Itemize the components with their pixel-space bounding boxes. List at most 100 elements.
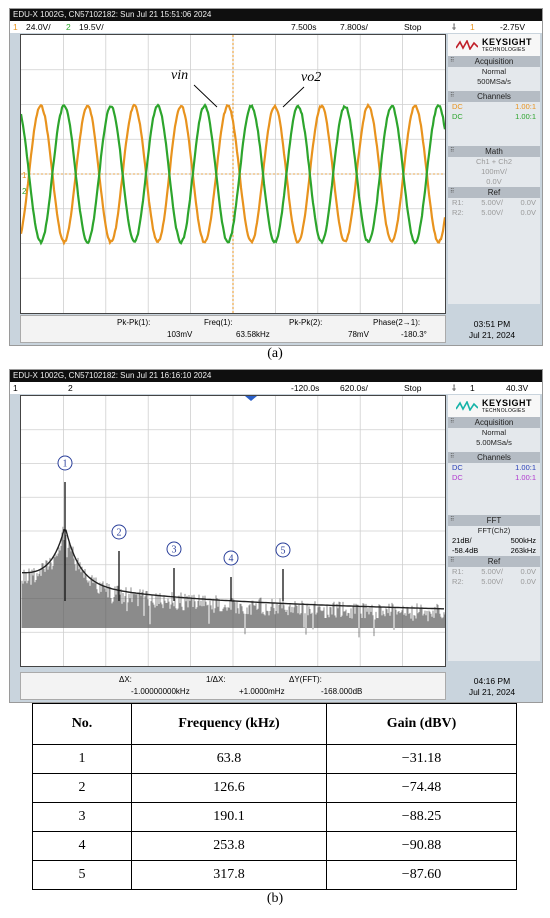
ch1-probe: 1.00:1 <box>515 463 536 472</box>
trigger-source: 1 <box>470 383 475 393</box>
harmonic-marker-circle <box>275 542 291 558</box>
harmonic-marker-label: 3 <box>172 545 177 556</box>
harmonic-marker-circle <box>57 455 73 471</box>
ref2-label: R2: <box>452 577 464 586</box>
meas3-value: -168.000dB <box>321 687 363 696</box>
channels-header[interactable]: Channels <box>448 452 540 463</box>
cell-no: 5 <box>32 860 132 890</box>
acq-rate: 500MSa/s <box>477 77 511 86</box>
acquisition-header[interactable]: Acquisition <box>448 56 540 67</box>
time-delay: -120.0s <box>291 383 320 393</box>
ref2-offset: 0.0V <box>520 208 536 217</box>
trigger-position-marker <box>245 396 257 401</box>
col-header-gain: Gain (dBV) <box>326 703 517 745</box>
caption-b-text: (b) <box>266 891 284 906</box>
channels-header[interactable]: Channels <box>448 91 540 102</box>
meas2-label: 1/ΔX: <box>206 675 226 684</box>
ref1-offset: 0.0V <box>520 567 536 576</box>
meas1-value: 103mV <box>167 330 193 339</box>
caption-b: (b) <box>0 891 550 907</box>
scope-title-bar: EDU-X 1002G, CN57102182: Sun Jul 21 15:5… <box>10 9 542 21</box>
ch1-coupling: DC <box>452 463 463 472</box>
meas2-value: 63.58kHz <box>236 330 270 339</box>
clock-time: 03:51 PM <box>473 319 511 329</box>
time-scale: 620.0s/ <box>340 383 368 393</box>
run-state: Stop <box>404 383 422 393</box>
fft-header[interactable]: FFT <box>448 515 540 526</box>
acquisition-header[interactable]: Acquisition <box>448 417 540 428</box>
col-header-frequency: Frequency (kHz) <box>131 703 327 745</box>
ref1-label: R1: <box>452 567 464 576</box>
meas1-label: ΔX: <box>119 675 132 684</box>
acq-rate: 5.00MSa/s <box>476 438 512 447</box>
acq-mode: Normal <box>481 67 507 76</box>
fft-plot: 1 2 3 4 5 <box>21 396 445 666</box>
scope-status-bar: 1 24.0V/ 2 19.5V/ 7.500s 7.800s/ Stop ⸸ … <box>10 21 542 33</box>
cell-no: 4 <box>32 831 132 861</box>
table-header-row: No. Frequency (kHz) Gain (dBV) <box>32 703 517 745</box>
clock-date: Jul 21, 2024 <box>468 687 516 697</box>
trigger-edge-icon: ⸸ <box>452 22 456 32</box>
acq-mode: Normal <box>481 428 507 437</box>
cell-gain: −88.25 <box>326 802 517 832</box>
cell-no: 1 <box>32 744 132 774</box>
ref-header[interactable]: Ref <box>448 187 540 198</box>
ch2-coupling: DC <box>452 473 463 482</box>
waveform-plot: vin vo2 1 2 <box>21 35 445 313</box>
oscilloscope-screenshot-b: EDU-X 1002G, CN57102182: Sun Jul 21 16:1… <box>9 369 543 703</box>
meas1-value: -1.00000000kHz <box>131 687 190 696</box>
cell-gain: −74.48 <box>326 773 517 803</box>
harmonic-marker-label: 5 <box>281 546 286 557</box>
measurement-bar: Pk-Pk(1): 103mV Freq(1): 63.58kHz Pk-Pk(… <box>20 315 446 343</box>
ch2-coupling: DC <box>452 112 463 121</box>
fft-span: 500kHz <box>510 536 536 545</box>
harmonic-marker-label: 2 <box>117 528 122 539</box>
time-scale: 7.800s/ <box>340 22 368 32</box>
meas3-value: 78mV <box>348 330 369 339</box>
math-function: Ch1 + Ch2 <box>475 157 513 166</box>
ch2-probe: 1.00:1 <box>515 112 536 121</box>
fft-scale: 21dB/ <box>452 536 472 545</box>
keysight-wave-icon <box>455 401 478 411</box>
ref1-label: R1: <box>452 198 464 207</box>
waveform-display: vin vo2 1 2 <box>20 34 446 314</box>
caption-a: (a) <box>0 346 550 362</box>
ref-header[interactable]: Ref <box>448 556 540 567</box>
trigger-level: 40.3V <box>506 383 529 393</box>
fft-envelope <box>22 528 444 610</box>
keysight-logo: KEYSIGHT TECHNOLOGIES <box>448 34 540 56</box>
ch1-vin-trace <box>21 102 445 246</box>
harmonic-marker-label: 1 <box>63 459 68 470</box>
ch1-number: 1 <box>13 383 18 393</box>
scope-status-bar: 1 2 -120.0s 620.0s/ Stop ⸸ 1 40.3V <box>10 382 542 394</box>
fft-offset: -58.4dB <box>452 546 479 555</box>
ref1-scale: 5.00V/ <box>481 567 503 576</box>
vin-label: vin <box>171 68 188 83</box>
vin-pointer <box>193 84 218 108</box>
table-row: 3 190.1 −88.25 <box>32 802 517 832</box>
vo2-pointer <box>282 86 305 108</box>
math-header[interactable]: Math <box>448 146 540 157</box>
cell-frequency: 190.1 <box>131 802 327 832</box>
vo2-label: vo2 <box>301 70 321 85</box>
meas4-label: Phase(2→1): <box>373 318 421 327</box>
meas4-value: -180.3° <box>401 330 427 339</box>
col-header-no: No. <box>32 703 132 745</box>
ch1-ground-marker: 1 <box>22 171 27 180</box>
trigger-source: 1 <box>470 22 475 32</box>
time-delay: 7.500s <box>291 22 317 32</box>
table-row: 1 63.8 −31.18 <box>32 744 517 774</box>
ch2-ground-marker: 2 <box>22 187 27 196</box>
ch2-number: 2 <box>66 22 71 32</box>
cell-gain: −31.18 <box>326 744 517 774</box>
scope-title-bar: EDU-X 1002G, CN57102182: Sun Jul 21 16:1… <box>10 370 542 382</box>
ref2-scale: 5.00V/ <box>481 577 503 586</box>
meas2-label: Freq(1): <box>204 318 233 327</box>
brand-sub: TECHNOLOGIES <box>481 408 526 414</box>
cell-no: 2 <box>32 773 132 803</box>
ch1-scale: 24.0V/ <box>26 22 51 32</box>
fft-source: FFT(Ch2) <box>477 526 511 535</box>
brand-name: KEYSIGHT <box>481 398 532 408</box>
math-scale: 100mV/ <box>481 167 507 176</box>
harmonic-marker-label: 4 <box>229 554 234 565</box>
